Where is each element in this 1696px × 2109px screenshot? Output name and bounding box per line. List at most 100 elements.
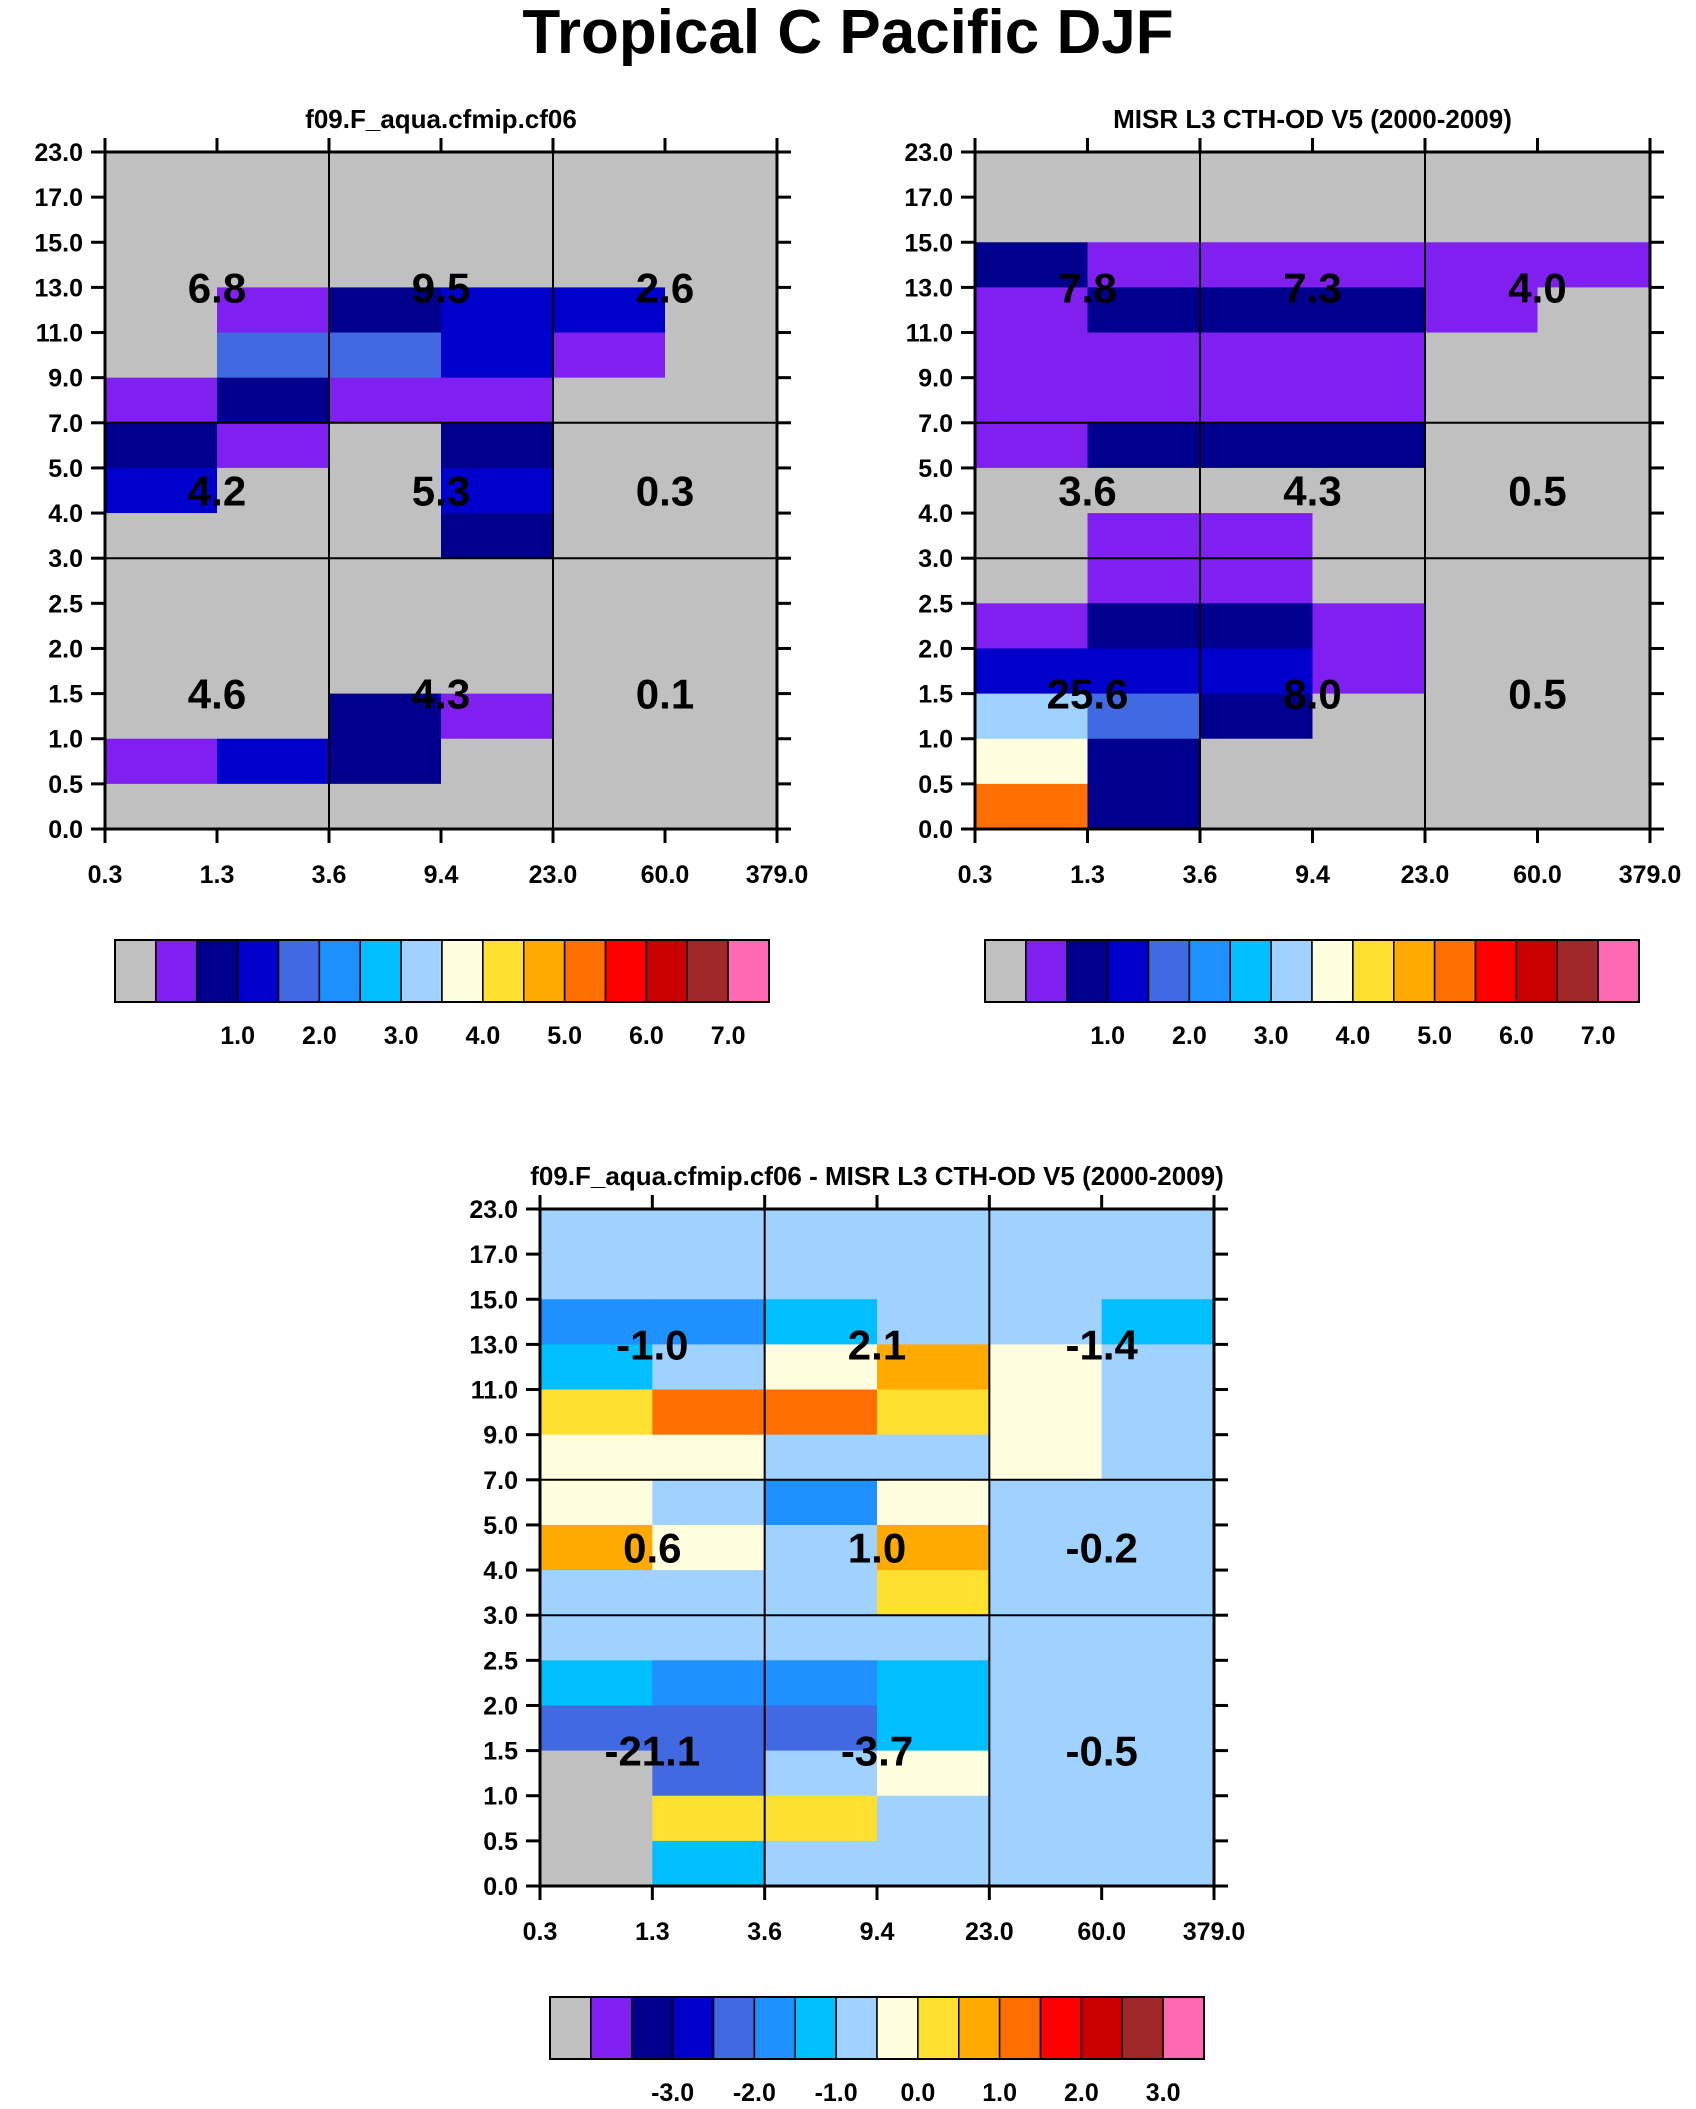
heatmap-cell: [764, 1750, 878, 1797]
heatmap-cell: [105, 152, 218, 198]
heatmap-cell: [877, 1750, 990, 1797]
heatmap-cell: [989, 1750, 1103, 1797]
x-tick-label: 60.0: [1077, 1918, 1126, 1946]
heatmap-cell: [877, 1795, 990, 1842]
colorbar-label: 7.0: [1581, 1022, 1616, 1050]
y-tick-label: 17.0: [34, 184, 83, 212]
heatmap-cell: [1312, 513, 1426, 559]
heatmap-cell: [1087, 197, 1201, 243]
group-total-label: 0.1: [636, 671, 694, 718]
heatmap-cell: [441, 693, 554, 740]
heatmap-cell: [1312, 152, 1426, 198]
y-tick-label: 15.0: [469, 1286, 518, 1314]
heatmap-cell: [1425, 513, 1539, 559]
colorbar-swatch: [277, 939, 321, 1003]
heatmap-cell: [989, 1705, 1103, 1752]
colorbar-label: 0.0: [900, 2079, 935, 2107]
y-tick-label: 1.0: [918, 726, 953, 754]
heatmap-cell: [1200, 693, 1314, 740]
heatmap-cell: [1537, 377, 1651, 424]
heatmap-cell: [540, 1750, 653, 1797]
heatmap-cell: [989, 1299, 1103, 1345]
heatmap-cell: [1101, 1344, 1215, 1391]
colorbar-swatch: [441, 939, 484, 1003]
heatmap-cell: [1200, 558, 1314, 604]
heatmap-cell: [329, 197, 442, 243]
heatmap-cell: [877, 1254, 990, 1300]
heatmap-cell: [105, 648, 218, 695]
colorbar-label: -3.0: [651, 2079, 694, 2107]
heatmap-cell: [877, 1299, 990, 1345]
heatmap-cell: [105, 197, 218, 243]
heatmap-cell: [105, 242, 218, 288]
heatmap-cell: [877, 1660, 990, 1707]
heatmap-cell: [441, 287, 554, 334]
colorbar-swatch: [482, 939, 525, 1003]
group-total-label: 4.6: [188, 671, 246, 718]
colorbar-swatch: [549, 1996, 592, 2060]
heatmap-cell: [1101, 1615, 1215, 1661]
colorbar-swatch: [1229, 939, 1272, 1003]
heatmap-cell: [553, 242, 666, 288]
heatmap-cell: [1101, 1209, 1215, 1255]
colorbar-label: 3.0: [1146, 2079, 1181, 2107]
colorbar-swatch: [604, 939, 648, 1003]
heatmap-cell: [1087, 467, 1201, 514]
heatmap-cell: [1537, 513, 1651, 559]
heatmap-cell: [1200, 242, 1314, 288]
y-tick-label: 0.5: [918, 771, 953, 799]
heatmap-cell: [652, 1254, 766, 1300]
heatmap-cell: [329, 783, 442, 830]
heatmap-cell: [105, 693, 218, 740]
heatmap-cell: [1425, 152, 1539, 198]
heatmap-cell: [1087, 377, 1201, 424]
heatmap-cell: [540, 1570, 653, 1616]
heatmap-cell: [553, 197, 666, 243]
heatmap-cell: [652, 1750, 766, 1797]
heatmap-cell: [975, 467, 1089, 514]
colorbar-label: 4.0: [1335, 1022, 1370, 1050]
colorbar-label: -1.0: [815, 2079, 858, 2107]
heatmap-cell: [877, 1209, 990, 1255]
x-tick-label: 9.4: [860, 1918, 895, 1946]
heatmap-cell: [989, 1660, 1103, 1707]
heatmap-cell: [665, 558, 778, 604]
heatmap-cell: [975, 558, 1089, 604]
heatmap-cell: [1101, 1299, 1215, 1345]
heatmap-cell: [553, 693, 666, 740]
y-tick-label: 0.5: [48, 771, 83, 799]
heatmap-cell: [652, 1209, 766, 1255]
heatmap-cell: [1101, 1660, 1215, 1707]
x-tick-label: 3.6: [1183, 861, 1218, 889]
heatmap-cell: [540, 1840, 653, 1887]
colorbar-swatch: [686, 939, 729, 1003]
colorbar-label: 6.0: [1499, 1022, 1534, 1050]
colorbar-swatch: [671, 1996, 715, 2060]
heatmap-cell: [652, 1570, 766, 1616]
heatmap-cell: [1425, 197, 1539, 243]
heatmap-cell: [665, 783, 778, 830]
colorbar-label: 1.0: [982, 2079, 1017, 2107]
heatmap-cell: [877, 1389, 990, 1436]
heatmap-cell: [540, 1660, 653, 1707]
heatmap-cell: [1537, 467, 1651, 514]
heatmap-cell: [764, 1705, 878, 1752]
heatmap-cell: [877, 1705, 990, 1752]
heatmap-cell: [441, 603, 554, 650]
heatmap-cell: [217, 693, 330, 740]
heatmap-cell: [441, 783, 554, 830]
heatmap-cell: [1312, 197, 1426, 243]
x-tick-label: 60.0: [641, 861, 690, 889]
x-tick-label: 1.3: [635, 1918, 670, 1946]
x-tick-label: 9.4: [1295, 861, 1330, 889]
heatmap-cell: [764, 1570, 878, 1616]
heatmap-cell: [217, 648, 330, 695]
heatmap-cell: [441, 332, 554, 379]
heatmap-cell: [665, 648, 778, 695]
y-tick-label: 4.0: [483, 1557, 518, 1585]
heatmap-cell: [540, 1344, 653, 1391]
group-total-label: -21.1: [604, 1728, 700, 1775]
group-total-label: 4.0: [1508, 264, 1566, 311]
y-tick-label: 2.5: [918, 590, 953, 618]
heatmap-cell: [1425, 242, 1539, 288]
